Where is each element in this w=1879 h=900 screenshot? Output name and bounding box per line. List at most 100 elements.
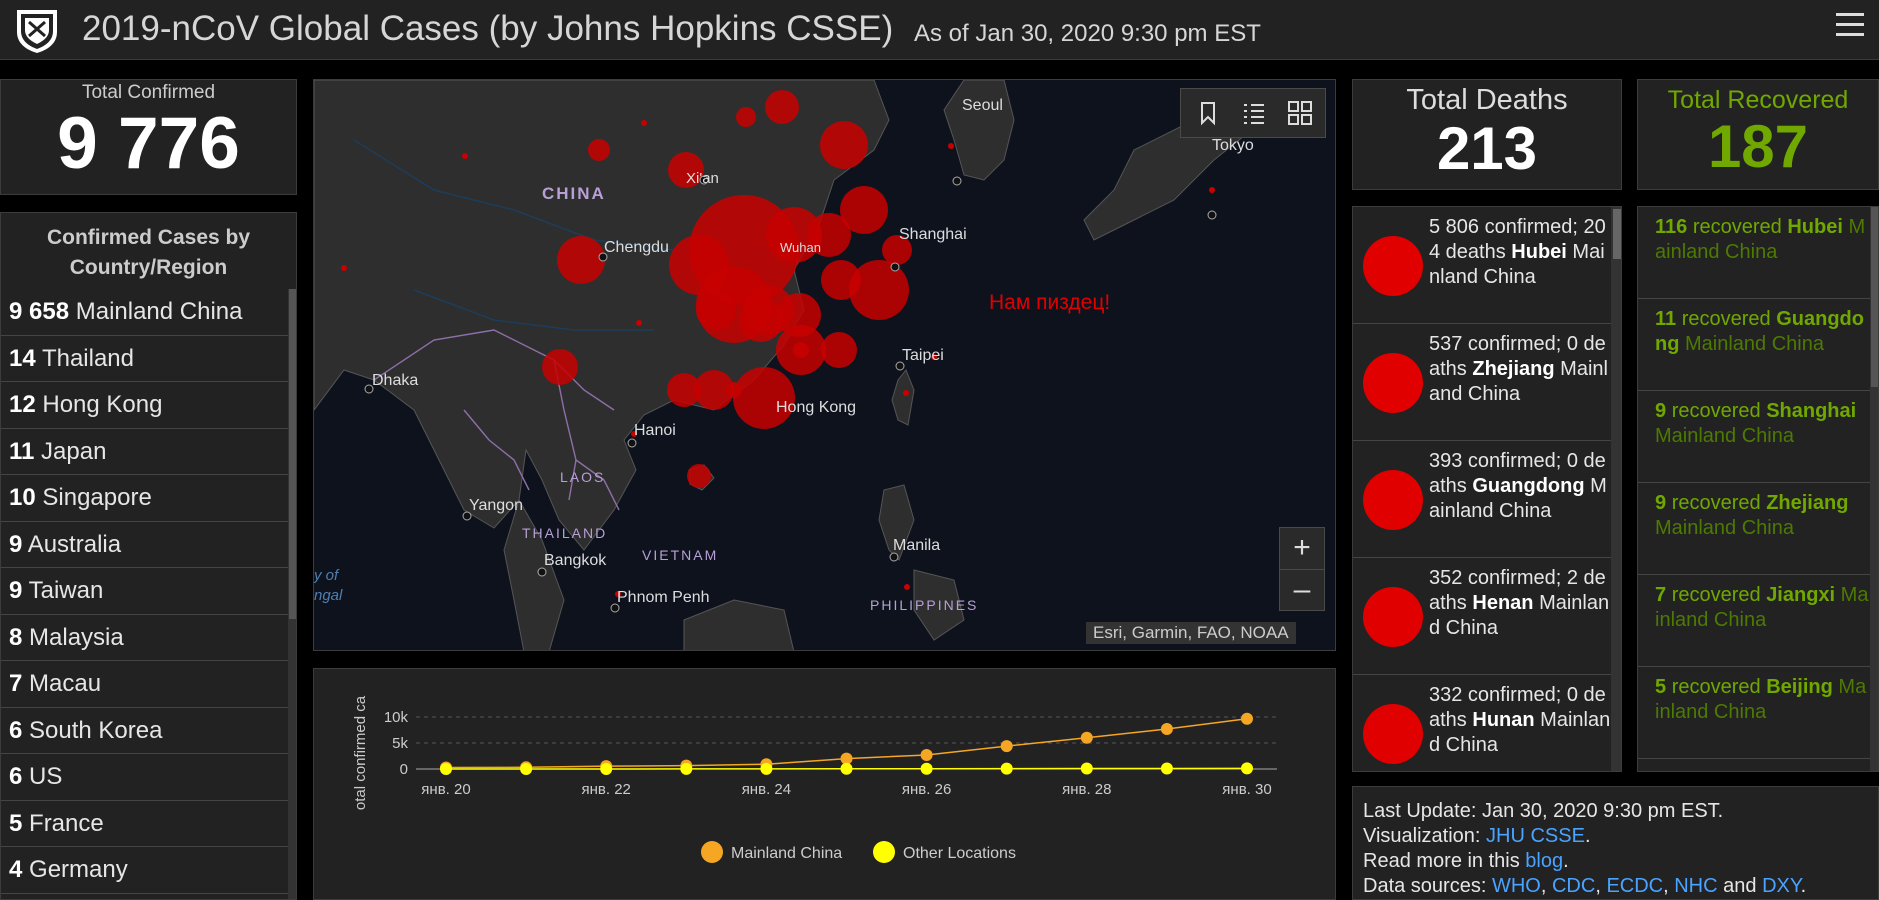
list-item[interactable]: 537 confirmed; 0 deaths Zhejiang Mainlan… — [1353, 324, 1611, 441]
map-label-city: Tokyo — [1212, 137, 1254, 154]
deaths-list-scrollbar[interactable] — [1611, 207, 1621, 771]
country-row[interactable]: 11 Japan — [1, 429, 288, 475]
chart-data-point — [1080, 731, 1093, 744]
list-item[interactable]: 9 recovered Zhejiang Mainland China — [1638, 483, 1870, 575]
list-item[interactable]: 9 recovered Shanghai Mainland China — [1638, 391, 1870, 483]
city-dot — [890, 262, 900, 272]
chart-x-tick-label: янв. 30 — [1222, 781, 1271, 798]
total-confirmed-label: Total Confirmed — [81, 82, 216, 103]
chart-data-point — [1241, 762, 1253, 775]
chart-data-point — [1160, 762, 1173, 775]
cdc-link[interactable]: CDC — [1551, 875, 1596, 897]
chart-x-tick-label: янв. 24 — [742, 781, 791, 798]
confirmed-by-country-panel: Confirmed Cases by Country/Region 9 658 … — [0, 212, 297, 900]
legend-list-icon[interactable] — [1241, 100, 1267, 126]
map-canvas[interactable]: CHINA Xi'an Chengdu Wuhan Shanghai Seoul… — [314, 80, 1336, 651]
deaths-country: Mainland China — [1429, 241, 1605, 288]
chart-data-point — [680, 762, 693, 775]
city-dot — [627, 438, 637, 448]
country-row[interactable]: 9 Taiwan — [1, 568, 288, 615]
recovered-count: 5 — [1655, 676, 1667, 698]
case-circle-small — [903, 390, 909, 396]
country-borders — [373, 329, 620, 511]
chart-data-point — [840, 752, 853, 765]
scrollbar-thumb[interactable] — [1871, 207, 1878, 387]
list-item[interactable]: 332 confirmed; 0 deaths Hunan Mainland C… — [1353, 675, 1611, 771]
country-count: 9 658 — [9, 298, 70, 325]
deaths-country: Mainland China — [1429, 592, 1610, 639]
country-row[interactable]: 8 Malaysia — [1, 615, 288, 661]
chart-data-point — [520, 762, 533, 775]
country-row[interactable]: 9 Australia — [1, 522, 288, 568]
list-item[interactable]: 7 recovered Jiangxi Mainland China — [1638, 575, 1870, 667]
map-label-country: LAOS — [560, 469, 605, 485]
zoom-in-button[interactable]: + — [1293, 531, 1311, 564]
hamburger-menu-icon[interactable] — [1836, 13, 1864, 39]
jhu-csse-link[interactable]: JHU CSSE — [1486, 825, 1585, 847]
chart-data-point — [600, 762, 613, 775]
dxy-link[interactable]: DXY — [1762, 875, 1801, 897]
country-row[interactable]: 5 France — [1, 801, 288, 847]
country-count: 8 — [9, 623, 23, 651]
basemap-gallery-icon[interactable] — [1287, 100, 1313, 126]
blog-link[interactable]: blog — [1525, 850, 1564, 872]
chart-data-point — [920, 748, 933, 761]
map-attribution: Esri, Garmin, FAO, NOAA — [1086, 622, 1296, 644]
recovered-country: Mainland China — [1655, 584, 1869, 631]
country-panel-title: Confirmed Cases by Country/Region — [1, 213, 296, 289]
country-row[interactable]: 14 Thailand — [1, 336, 288, 382]
deaths-country: Mainland China — [1429, 358, 1608, 405]
total-deaths-panel: Total Deaths 213 — [1352, 79, 1622, 190]
country-name: Hong Kong — [42, 391, 163, 418]
deaths-region: Hubei — [1511, 241, 1567, 263]
list-item[interactable]: 5 recovered Beijing Mainland China — [1638, 667, 1870, 759]
map-label-city: Phnom Penh — [617, 589, 710, 606]
country-row[interactable]: 10 Singapore — [1, 475, 288, 522]
taiwan-island — [891, 369, 915, 426]
country-row[interactable]: 9 658 Mainland China — [1, 289, 288, 336]
bookmark-icon[interactable] — [1195, 100, 1221, 126]
chart-x-tick-label: янв. 22 — [581, 781, 630, 798]
recovered-country: Mainland China — [1655, 425, 1794, 447]
country-row[interactable]: 4 Germany — [1, 847, 288, 894]
country-row[interactable]: 7 Macau — [1, 661, 288, 708]
total-deaths-label: Total Deaths — [1406, 84, 1568, 116]
list-item[interactable]: 352 confirmed; 2 deaths Henan Mainland C… — [1353, 558, 1611, 675]
list-item[interactable]: 11 recovered Guangdong Mainland China — [1638, 299, 1870, 391]
map-annotation-text: Нам пиздец! — [989, 291, 1110, 314]
map-view[interactable]: CHINA Xi'an Chengdu Wuhan Shanghai Seoul… — [313, 79, 1336, 651]
case-circle-small — [631, 431, 637, 437]
map-label-city: Wuhan — [780, 240, 821, 255]
country-row[interactable]: 6 US — [1, 754, 288, 801]
country-name: Thailand — [41, 344, 134, 372]
list-item[interactable]: 5 806 confirmed; 204 deaths Hubei Mainla… — [1353, 207, 1611, 324]
ecdc-link[interactable]: ECDC — [1606, 875, 1664, 897]
list-item[interactable]: 393 confirmed; 0 deaths Guangdong Mainla… — [1353, 441, 1611, 558]
recovered-list-scrollbar[interactable] — [1870, 207, 1878, 771]
case-circle — [696, 290, 736, 330]
country-list: 9 658 Mainland China 14 Thailand 12 Hong… — [1, 289, 288, 894]
scrollbar-thumb[interactable] — [1613, 209, 1621, 259]
chart-legend-label: Mainland China — [731, 845, 842, 862]
country-count: 4 — [9, 856, 23, 883]
list-item[interactable]: 116 recovered Hubei Mainland China — [1638, 207, 1870, 299]
who-link[interactable]: WHO — [1491, 875, 1541, 897]
country-row[interactable]: 6 South Korea — [1, 708, 288, 754]
country-count: 5 — [9, 809, 23, 837]
chart-data-point — [440, 762, 452, 775]
zoom-out-button[interactable]: – — [1280, 569, 1324, 610]
total-recovered-value: 187 — [1707, 113, 1809, 180]
recovered-country: Mainland China — [1655, 216, 1866, 263]
total-confirmed-value: 9 776 — [57, 103, 240, 184]
country-list-scrollbar[interactable] — [288, 289, 296, 899]
country-row[interactable]: 12 Hong Kong — [1, 382, 288, 429]
country-name: Germany — [29, 856, 128, 883]
scrollbar-thumb[interactable] — [289, 289, 296, 619]
map-label-water: ngal — [314, 587, 343, 604]
recovered-region: Beijing — [1766, 676, 1833, 698]
chart-y-axis-label: otal confirmed ca — [352, 695, 369, 810]
nhc-link[interactable]: NHC — [1674, 875, 1718, 897]
chart-data-point — [1241, 712, 1253, 725]
map-label-country: VIETNAM — [642, 547, 718, 563]
chart-x-tick-label: янв. 26 — [902, 781, 951, 798]
